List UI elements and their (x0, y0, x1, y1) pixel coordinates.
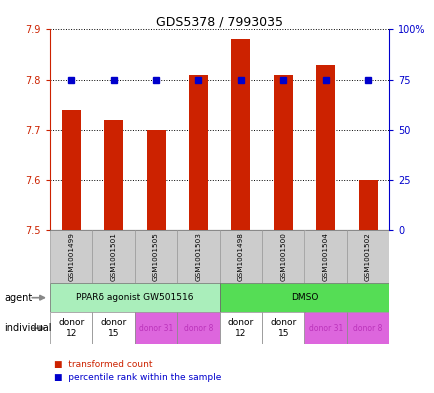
Text: GSM1001504: GSM1001504 (322, 232, 328, 281)
Text: individual: individual (4, 323, 52, 333)
Text: ■  transformed count: ■ transformed count (54, 360, 152, 369)
Bar (219, 283, 388, 312)
Text: GSM1001502: GSM1001502 (364, 232, 370, 281)
Title: GDS5378 / 7993035: GDS5378 / 7993035 (156, 15, 283, 28)
Bar (219, 312, 261, 344)
Text: GSM1001501: GSM1001501 (110, 232, 116, 281)
Bar (146, 130, 165, 230)
Text: GSM1001499: GSM1001499 (68, 232, 74, 281)
Bar (135, 312, 177, 344)
Bar (304, 312, 346, 344)
Text: donor
15: donor 15 (100, 318, 126, 338)
Text: donor
12: donor 12 (227, 318, 253, 338)
Bar (62, 110, 81, 230)
Bar (135, 230, 177, 283)
Text: agent: agent (4, 293, 33, 303)
Bar (104, 119, 123, 230)
Bar (50, 312, 92, 344)
Bar (346, 312, 388, 344)
Text: donor 31: donor 31 (308, 324, 342, 332)
Text: ■  percentile rank within the sample: ■ percentile rank within the sample (54, 373, 221, 382)
Bar (50, 283, 219, 312)
Bar (261, 312, 304, 344)
Bar (92, 312, 135, 344)
Bar (177, 230, 219, 283)
Text: donor
12: donor 12 (58, 318, 84, 338)
Bar (346, 230, 388, 283)
Text: donor
15: donor 15 (270, 318, 296, 338)
Text: GSM1001505: GSM1001505 (153, 232, 159, 281)
Text: donor 8: donor 8 (183, 324, 213, 332)
Bar (358, 180, 377, 230)
Bar (92, 230, 135, 283)
Text: donor 8: donor 8 (352, 324, 382, 332)
Bar (261, 230, 304, 283)
Bar (231, 39, 250, 230)
Bar (50, 230, 92, 283)
Bar (316, 64, 335, 230)
Bar (177, 312, 219, 344)
Text: GSM1001503: GSM1001503 (195, 232, 201, 281)
Bar (219, 230, 261, 283)
Text: PPARδ agonist GW501516: PPARδ agonist GW501516 (76, 293, 193, 302)
Bar (273, 75, 292, 230)
Bar (188, 75, 207, 230)
Text: donor 31: donor 31 (138, 324, 173, 332)
Bar (304, 230, 346, 283)
Text: GSM1001500: GSM1001500 (279, 232, 286, 281)
Text: DMSO: DMSO (290, 293, 317, 302)
Text: GSM1001498: GSM1001498 (237, 232, 243, 281)
